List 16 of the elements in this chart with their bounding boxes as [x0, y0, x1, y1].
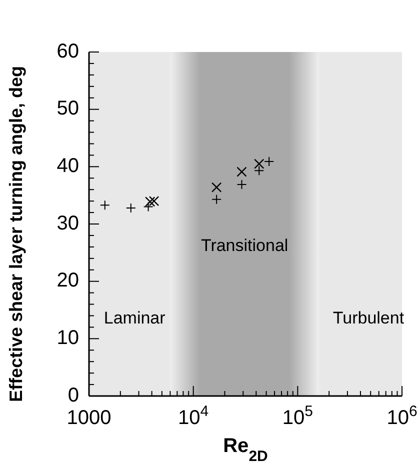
x-tick-label: 10$^{5}$	[282, 402, 313, 429]
band-label: Turbulent	[332, 309, 404, 328]
y-tick-label: 50	[56, 98, 79, 120]
y-axis-title: Effective shear layer turning angle, deg	[6, 66, 26, 402]
x-tick-label: 1000	[66, 407, 112, 429]
y-tick-label: 0	[68, 384, 79, 406]
x-tick-label: 10$^{4}$	[178, 402, 209, 429]
y-tick-label: 60	[56, 40, 79, 62]
y-tick-label: 10	[56, 326, 79, 349]
band-label: Transitional	[200, 236, 288, 256]
band-label: Laminar	[104, 309, 166, 328]
y-tick-label: 40	[56, 154, 79, 177]
y-tick-label: 20	[56, 270, 79, 292]
x-axis-title: Re$_{2D}$	[223, 435, 268, 462]
y-tick-label: 30	[56, 212, 79, 234]
x-tick-label: 10$^{6}$	[386, 402, 418, 429]
